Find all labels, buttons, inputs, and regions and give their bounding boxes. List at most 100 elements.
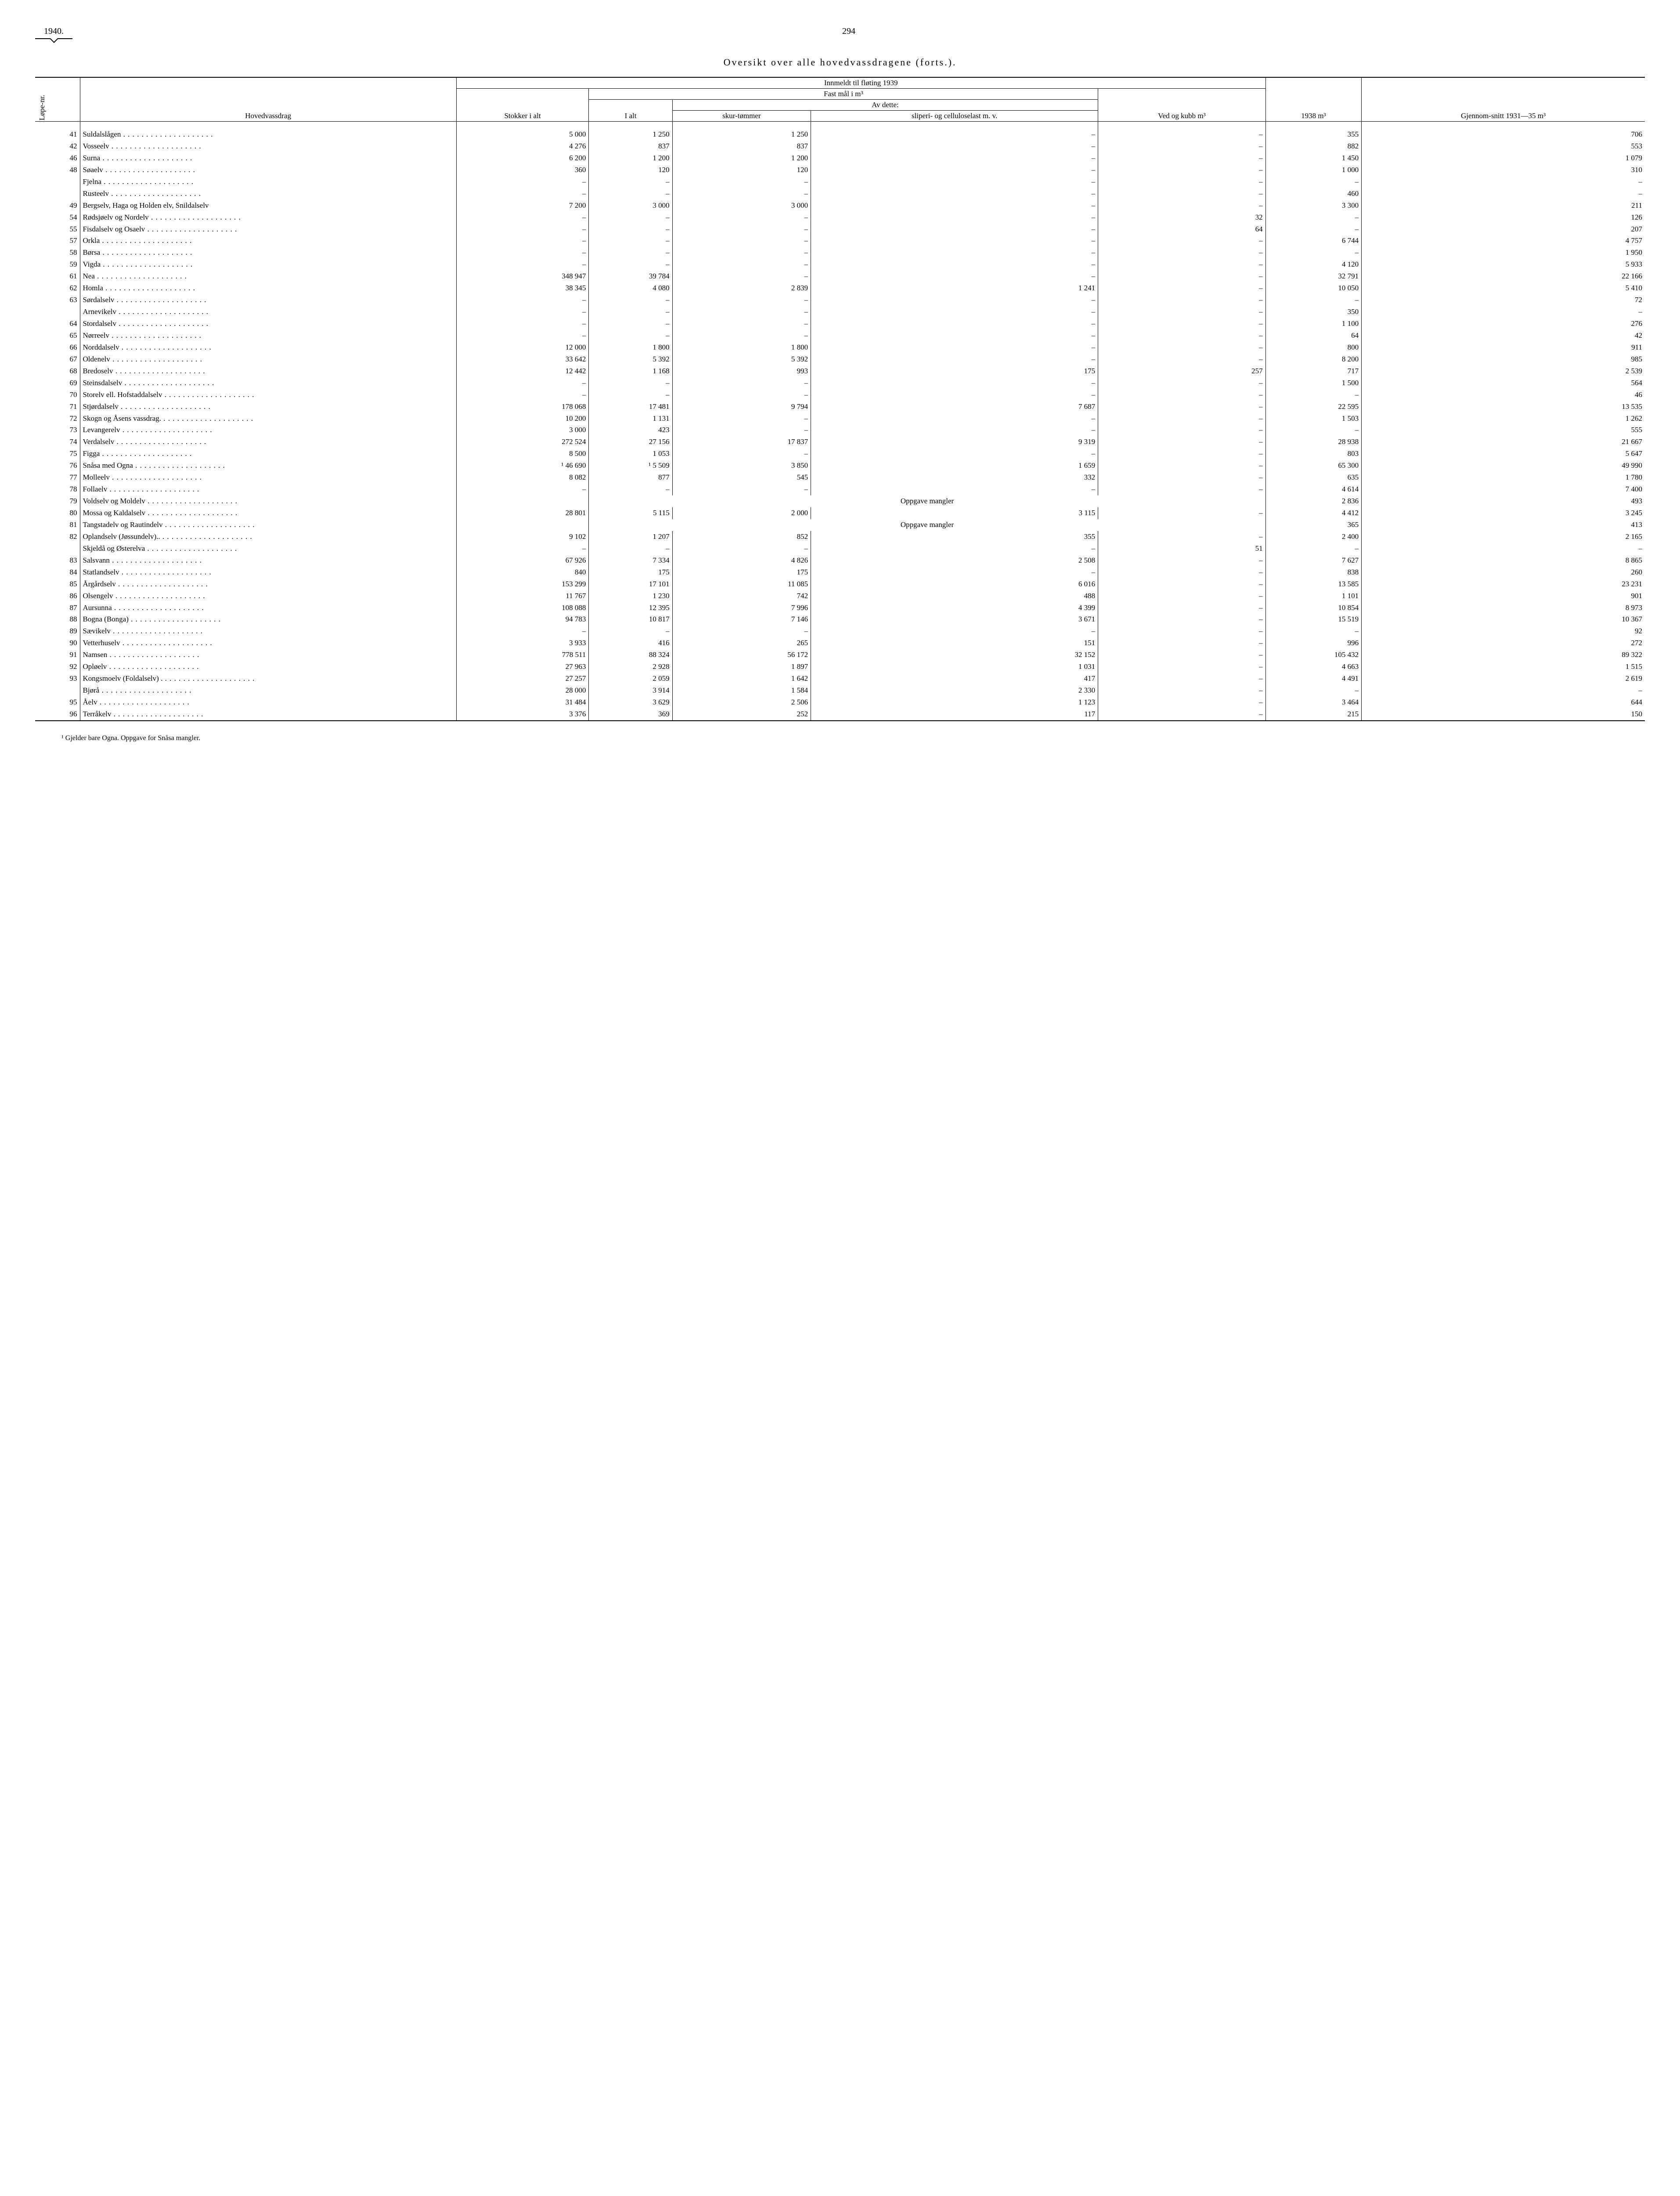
cell-avg: 72 bbox=[1362, 294, 1645, 306]
cell-ialt: 2 059 bbox=[589, 673, 672, 685]
cell-skur: 7 146 bbox=[672, 614, 811, 625]
cell-ialt: 39 784 bbox=[589, 271, 672, 282]
cell-lope: 72 bbox=[35, 413, 80, 425]
cell-1938: 4 120 bbox=[1265, 259, 1361, 271]
cell-name: Salsvann . . . . . . . . . . . . . . . .… bbox=[80, 555, 456, 567]
cell-ialt: 27 156 bbox=[589, 436, 672, 448]
cell-name: Orkla . . . . . . . . . . . . . . . . . … bbox=[80, 235, 456, 247]
cell-avg: 49 990 bbox=[1362, 460, 1645, 472]
cell-ved: – bbox=[1098, 472, 1266, 484]
cell-stokker: – bbox=[456, 543, 589, 555]
cell-slip: 117 bbox=[811, 708, 1098, 721]
cell-lope: 88 bbox=[35, 614, 80, 625]
cell-stokker: 3 933 bbox=[456, 637, 589, 649]
cell-ialt: 12 395 bbox=[589, 602, 672, 614]
col-ved: Ved og kubb m³ bbox=[1098, 89, 1266, 122]
table-row: 93Kongsmoelv (Foldalselv) . . . . . . . … bbox=[35, 673, 1645, 685]
cell-1938: 13 585 bbox=[1265, 578, 1361, 590]
cell-avg: 23 231 bbox=[1362, 578, 1645, 590]
cell-stokker: – bbox=[456, 212, 589, 224]
cell-lope: 61 bbox=[35, 271, 80, 282]
cell-lope: 83 bbox=[35, 555, 80, 567]
cell-1938: 4 491 bbox=[1265, 673, 1361, 685]
cell-1938: – bbox=[1265, 424, 1361, 436]
cell-ved: – bbox=[1098, 259, 1266, 271]
cell-ved: – bbox=[1098, 625, 1266, 637]
col-sliperi: sliperi- og celluloselast m. v. bbox=[811, 111, 1098, 122]
cell-avg: 126 bbox=[1362, 212, 1645, 224]
cell-name: Vetterhuselv . . . . . . . . . . . . . .… bbox=[80, 637, 456, 649]
cell-stokker: 178 068 bbox=[456, 401, 589, 413]
cell-name: Åelv . . . . . . . . . . . . . . . . . .… bbox=[80, 697, 456, 708]
table-row: Rusteelv . . . . . . . . . . . . . . . .… bbox=[35, 188, 1645, 200]
cell-stokker: 5 000 bbox=[456, 122, 589, 141]
cell-1938: 1 503 bbox=[1265, 413, 1361, 425]
cell-name: Sørdalselv . . . . . . . . . . . . . . .… bbox=[80, 294, 456, 306]
table-row: 55Fisdalselv og Osaelv . . . . . . . . .… bbox=[35, 224, 1645, 235]
cell-ialt: 10 817 bbox=[589, 614, 672, 625]
cell-skur: – bbox=[672, 377, 811, 389]
cell-ialt: – bbox=[589, 235, 672, 247]
cell-ved: – bbox=[1098, 578, 1266, 590]
cell-stokker: 11 767 bbox=[456, 590, 589, 602]
cell-name: Namsen . . . . . . . . . . . . . . . . .… bbox=[80, 649, 456, 661]
cell-ved: – bbox=[1098, 673, 1266, 685]
cell-ved: – bbox=[1098, 436, 1266, 448]
cell-name: Mossa og Kaldalselv . . . . . . . . . . … bbox=[80, 507, 456, 519]
cell-ialt: – bbox=[589, 484, 672, 495]
table-row: 61Nea . . . . . . . . . . . . . . . . . … bbox=[35, 271, 1645, 282]
table-head: Løpe-nr. Hovedvassdrag Innmeldt til fløt… bbox=[35, 77, 1645, 122]
cell-skur: 1 250 bbox=[672, 122, 811, 141]
cell-name: Tangstadelv og Rautindelv . . . . . . . … bbox=[80, 519, 456, 531]
table-title: Oversikt over alle hovedvassdragene (for… bbox=[35, 57, 1645, 68]
cell-avg: 5 647 bbox=[1362, 448, 1645, 460]
cell-name: Surna . . . . . . . . . . . . . . . . . … bbox=[80, 152, 456, 164]
cell-1938: 2 400 bbox=[1265, 531, 1361, 543]
cell-ved: – bbox=[1098, 614, 1266, 625]
cell-1938: 1 000 bbox=[1265, 164, 1361, 176]
cell-avg: 7 400 bbox=[1362, 484, 1645, 495]
cell-slip: – bbox=[811, 318, 1098, 330]
cell-ved: – bbox=[1098, 531, 1266, 543]
cell-slip: – bbox=[811, 235, 1098, 247]
cell-lope: 82 bbox=[35, 531, 80, 543]
col-1938: 1938 m³ bbox=[1265, 77, 1361, 122]
cell-name: Stjørdalselv . . . . . . . . . . . . . .… bbox=[80, 401, 456, 413]
cell-ialt: 1 207 bbox=[589, 531, 672, 543]
cell-skur: 56 172 bbox=[672, 649, 811, 661]
cell-avg: 1 079 bbox=[1362, 152, 1645, 164]
cell-ved: – bbox=[1098, 152, 1266, 164]
cell-ialt: – bbox=[589, 330, 672, 342]
cell-stokker: – bbox=[456, 259, 589, 271]
cell-slip: – bbox=[811, 377, 1098, 389]
cell-avg: 553 bbox=[1362, 141, 1645, 152]
table-row: 48Søaelv . . . . . . . . . . . . . . . .… bbox=[35, 164, 1645, 176]
cell-skur: 2 839 bbox=[672, 282, 811, 294]
cell-slip: – bbox=[811, 625, 1098, 637]
cell-name: Snåsa med Ogna . . . . . . . . . . . . .… bbox=[80, 460, 456, 472]
cell-ialt: 17 101 bbox=[589, 578, 672, 590]
cell-ved: – bbox=[1098, 389, 1266, 401]
cell-name: Nørreelv . . . . . . . . . . . . . . . .… bbox=[80, 330, 456, 342]
cell-1938: 4 412 bbox=[1265, 507, 1361, 519]
cell-lope: 74 bbox=[35, 436, 80, 448]
cell-stokker: – bbox=[456, 188, 589, 200]
cell-1938: 3 300 bbox=[1265, 200, 1361, 212]
table-row: 85Årgårdselv . . . . . . . . . . . . . .… bbox=[35, 578, 1645, 590]
cell-ialt: 3 914 bbox=[589, 685, 672, 697]
cell-ialt: 7 334 bbox=[589, 555, 672, 567]
table-row: 96Terråkelv . . . . . . . . . . . . . . … bbox=[35, 708, 1645, 721]
cell-ved: – bbox=[1098, 637, 1266, 649]
cell-skur: 1 584 bbox=[672, 685, 811, 697]
cell-stokker: 33 642 bbox=[456, 354, 589, 365]
cell-lope: 79 bbox=[35, 495, 80, 507]
table-row: Skjeldå og Østerelva . . . . . . . . . .… bbox=[35, 543, 1645, 555]
cell-avg: 2 165 bbox=[1362, 531, 1645, 543]
cell-avg: 5 410 bbox=[1362, 282, 1645, 294]
cell-1938: – bbox=[1265, 176, 1361, 188]
cell-slip: 1 241 bbox=[811, 282, 1098, 294]
cell-ialt: 17 481 bbox=[589, 401, 672, 413]
cell-avg: 310 bbox=[1362, 164, 1645, 176]
cell-avg: 42 bbox=[1362, 330, 1645, 342]
cell-1938: 28 938 bbox=[1265, 436, 1361, 448]
